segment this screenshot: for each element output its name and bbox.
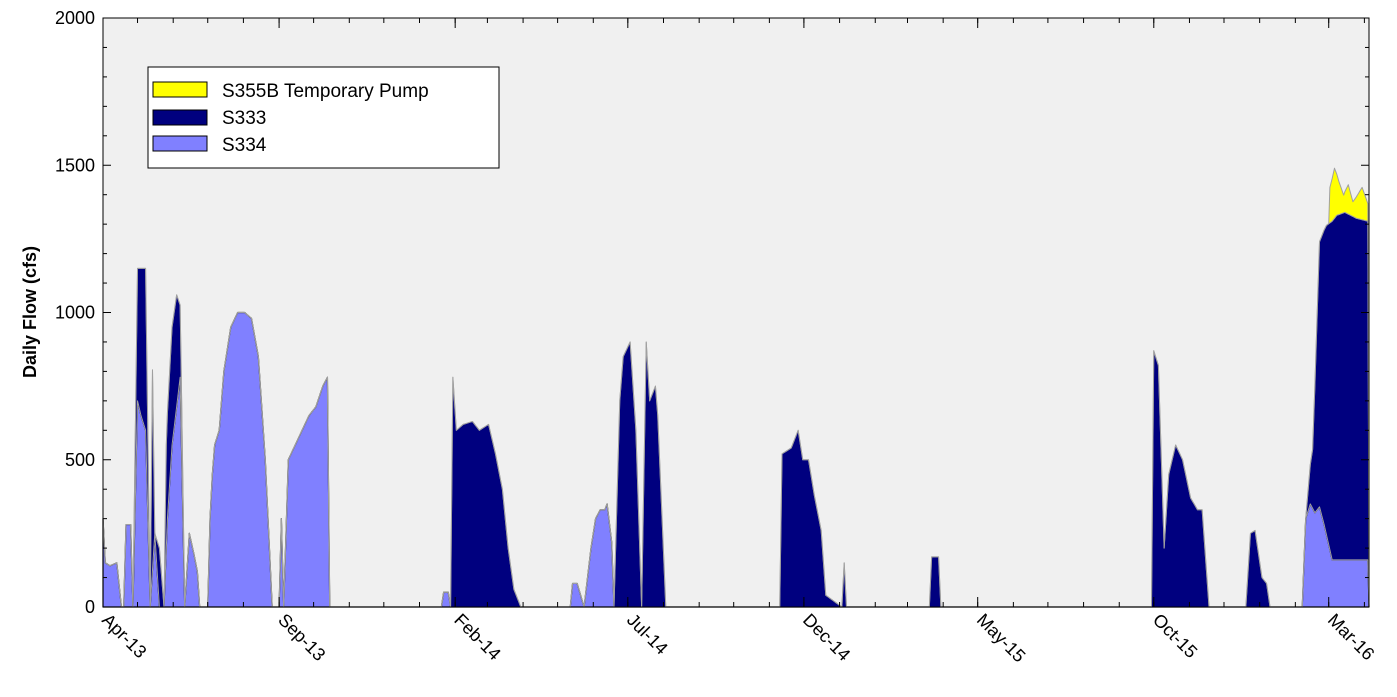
y-tick-label: 0 bbox=[85, 597, 95, 617]
legend-swatch-s334 bbox=[152, 135, 208, 152]
legend-swatch-s333 bbox=[152, 109, 208, 126]
legend-swatch-s355b bbox=[152, 81, 208, 98]
y-axis-title: Daily Flow (cfs) bbox=[20, 246, 40, 378]
legend-item-s333: S333 bbox=[152, 108, 266, 129]
x-tick-label: Feb-14 bbox=[450, 610, 504, 664]
legend: S355B Temporary Pump S333 S334 bbox=[147, 66, 500, 169]
legend-label-s334: S334 bbox=[222, 135, 267, 156]
y-tick-label: 500 bbox=[65, 450, 95, 470]
x-tick-label: May-15 bbox=[973, 610, 1030, 667]
y-tick-label: 1000 bbox=[55, 303, 95, 323]
legend-label-s355b: S355B Temporary Pump bbox=[222, 81, 429, 102]
y-axis: 0 500 1000 1500 2000 bbox=[55, 8, 1369, 617]
y-tick-label: 2000 bbox=[55, 8, 95, 28]
x-tick-label: Mar-16 bbox=[1324, 610, 1378, 664]
legend-item-s355b: S355B Temporary Pump bbox=[152, 81, 429, 102]
x-tick-label: Jul-14 bbox=[623, 610, 672, 659]
y-tick-label: 1500 bbox=[55, 155, 95, 175]
legend-item-s334: S334 bbox=[152, 135, 267, 156]
x-tick-label: Sep-13 bbox=[274, 610, 329, 665]
x-tick-label: Dec-14 bbox=[799, 610, 854, 665]
x-tick-label: Oct-15 bbox=[1149, 610, 1201, 662]
x-tick-label: Apr-13 bbox=[98, 610, 150, 662]
legend-label-s333: S333 bbox=[222, 108, 266, 129]
